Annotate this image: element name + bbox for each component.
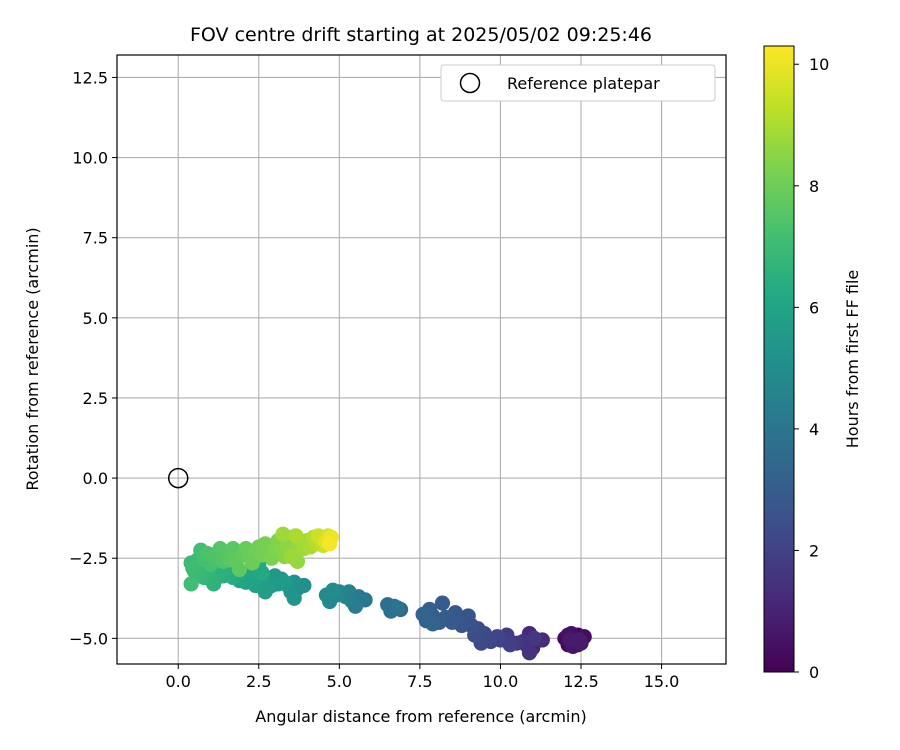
- data-point: [521, 645, 538, 661]
- data-point: [286, 590, 302, 606]
- y-axis: −5.0 −2.5 0.0 2.5 5.0 7.5 10.0 12.5: [69, 68, 117, 648]
- x-tick-label: 7.5: [407, 672, 432, 691]
- y-tick-label: 7.5: [83, 229, 108, 248]
- data-point: [526, 630, 542, 646]
- y-tick-label: −5.0: [69, 629, 108, 648]
- reference-marker: [167, 467, 189, 489]
- data-point: [185, 560, 201, 576]
- data-point: [389, 600, 405, 616]
- colorbar-tick-label: 6: [809, 298, 819, 317]
- y-tick-label: 12.5: [72, 68, 108, 87]
- data-point: [288, 528, 304, 544]
- colorbar-tick-label: 2: [809, 541, 819, 560]
- x-axis-label: Angular distance from reference (arcmin): [255, 707, 586, 726]
- y-tick-label: 5.0: [83, 309, 108, 328]
- x-axis: 0.0 2.5 5.0 7.5 10.0 12.5 15.0: [165, 664, 679, 691]
- data-point: [434, 595, 451, 611]
- legend-entry: Reference platepar: [507, 74, 660, 93]
- data-point: [283, 549, 299, 565]
- data-point: [347, 598, 364, 614]
- colorbar-tick-label: 4: [809, 420, 819, 439]
- colorbar-tick-label: 0: [809, 663, 819, 682]
- chart-title: FOV centre drift starting at 2025/05/02 …: [190, 24, 652, 46]
- y-tick-label: 10.0: [72, 149, 108, 168]
- y-tick-label: 0.0: [83, 469, 108, 488]
- x-tick-label: 0.0: [165, 672, 190, 691]
- data-point: [425, 616, 441, 632]
- data-point: [183, 576, 199, 592]
- x-tick-label: 2.5: [246, 672, 271, 691]
- colorbar-label: Hours from first FF file: [843, 270, 862, 449]
- colorbar-gradient: [763, 45, 795, 673]
- data-point: [276, 574, 293, 590]
- data-point: [571, 632, 587, 648]
- y-axis-label: Rotation from reference (arcmin): [23, 227, 42, 490]
- legend: Reference platepar: [440, 64, 716, 102]
- x-tick-label: 10.0: [483, 672, 519, 691]
- colorbar-ticks: 0 2 4 6 8 10: [794, 55, 829, 682]
- colorbar: 0 2 4 6 8 10 Hours from first FF file: [763, 45, 862, 682]
- y-tick-label: −2.5: [69, 549, 108, 568]
- plot-frame: [116, 54, 727, 665]
- data-point: [231, 561, 248, 578]
- x-tick-label: 12.5: [563, 672, 599, 691]
- data-point: [325, 582, 341, 598]
- legend-marker: [459, 72, 481, 94]
- grid: [117, 55, 726, 664]
- data-point: [322, 536, 338, 552]
- data-point: [275, 526, 291, 542]
- data-points: [183, 526, 592, 661]
- y-tick-label: 2.5: [83, 389, 108, 408]
- colorbar-tick-label: 8: [809, 177, 819, 196]
- x-tick-label: 15.0: [644, 672, 680, 691]
- data-point: [415, 606, 431, 622]
- data-point: [254, 565, 270, 581]
- legend-box: [440, 64, 716, 102]
- x-tick-label: 5.0: [327, 672, 352, 691]
- colorbar-tick-label: 10: [809, 55, 829, 74]
